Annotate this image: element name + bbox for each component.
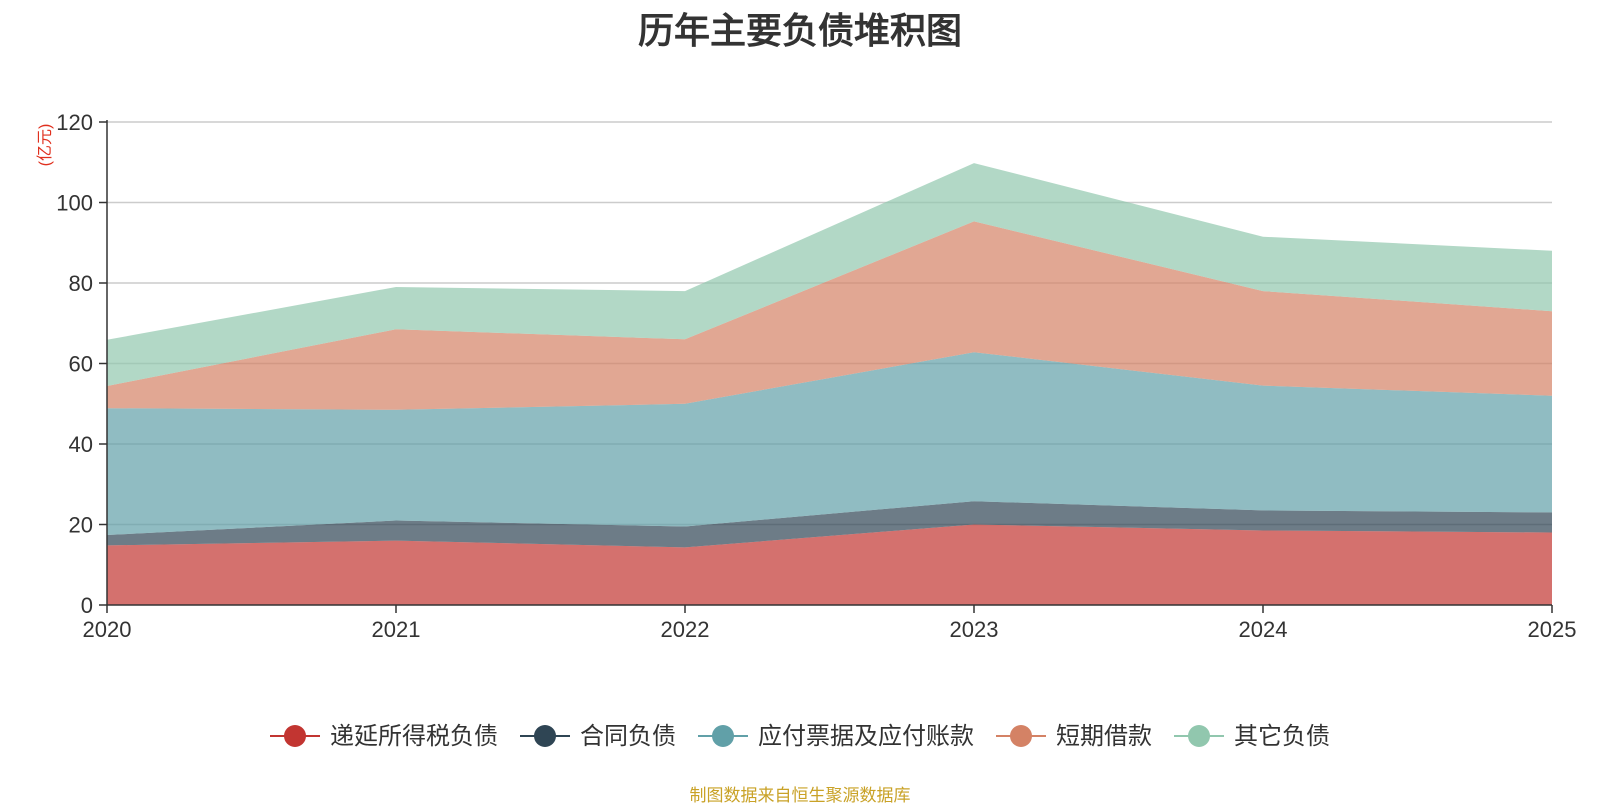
area-合同负债 [107,501,1552,548]
y-tick-label: 100 [56,191,93,216]
x-tick-label: 2024 [1239,617,1288,642]
area-series [107,163,1552,605]
area-应付票据及应付账款 [107,352,1552,535]
x-tick-label: 2025 [1528,617,1577,642]
legend-marker [1188,725,1210,747]
y-tick-label: 120 [56,110,93,135]
y-tick-label: 40 [69,432,93,457]
legend-item: 合同负债 [520,723,676,750]
legend-label: 应付票据及应付账款 [758,723,974,750]
chart-title: 历年主要负债堆积图 [637,10,962,51]
y-tick-label: 80 [69,271,93,296]
source-note: 制图数据来自恒生聚源数据库 [689,786,911,805]
legend-label: 合同负债 [580,723,676,750]
legend-label: 其它负债 [1234,723,1330,750]
legend-marker [712,725,734,747]
legend-marker [534,725,556,747]
axes: 0 20 40 60 80 100 120 2020 2021 2022 2023 2024 2025 [56,110,1576,642]
area-其它负债 [107,163,1552,386]
legend-item: 递延所得税负债 [270,723,498,750]
legend-item: 应付票据及应付账款 [698,723,974,750]
legend-label: 短期借款 [1056,723,1152,750]
y-tick-label: 20 [69,513,93,538]
y-tick-label: 0 [81,593,93,618]
x-tick-label: 2023 [950,617,999,642]
y-axis-unit-label: (亿元) [36,124,54,167]
legend-label: 递延所得税负债 [330,723,498,750]
legend-marker [1010,725,1032,747]
x-tick-label: 2020 [83,617,132,642]
area-短期借款 [107,221,1552,410]
x-tick-label: 2021 [372,617,421,642]
y-tick-label: 60 [69,352,93,377]
legend-marker [284,725,306,747]
area-递延所得税负债 [107,524,1552,605]
legend-item: 短期借款 [996,723,1152,750]
x-tick-label: 2022 [661,617,710,642]
legend: 递延所得税负债 合同负债 应付票据及应付账款 短期借款 其它负债 [270,723,1330,750]
legend-item: 其它负债 [1174,723,1330,750]
